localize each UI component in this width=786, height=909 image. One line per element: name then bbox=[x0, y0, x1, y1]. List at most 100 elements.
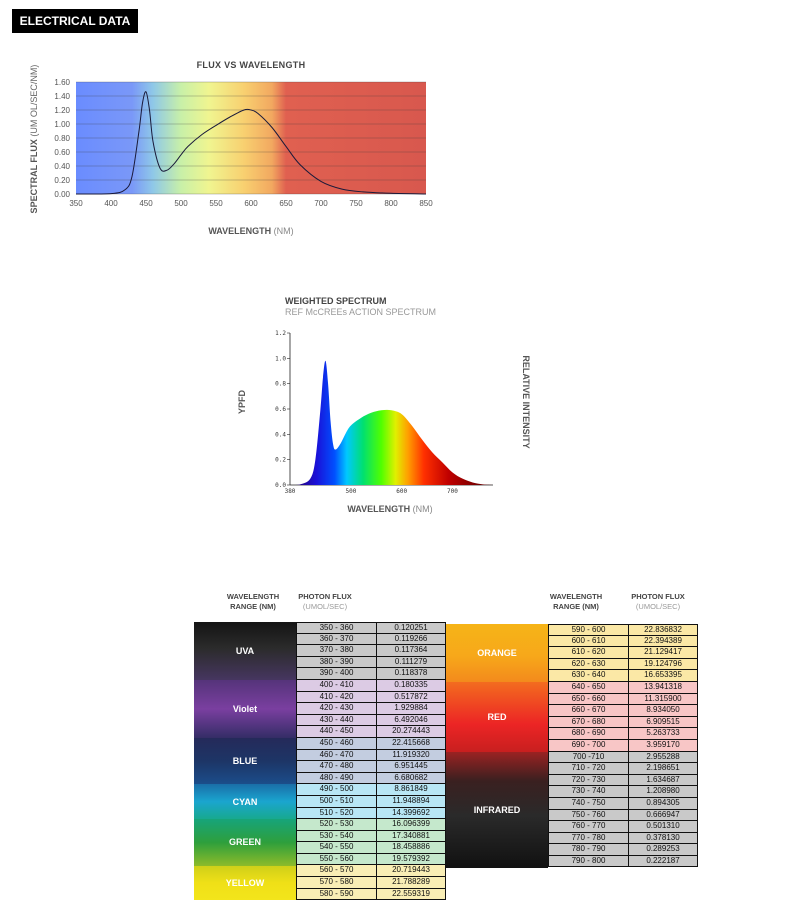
wavelength-range-cell: 550 - 560 bbox=[296, 853, 377, 866]
wavelength-range-cell: 390 - 400 bbox=[296, 668, 377, 680]
chart2-xlabel: WAVELENGTH (NM) bbox=[290, 504, 490, 514]
table-row: 780 - 790 0.289253 bbox=[548, 844, 698, 856]
table-row: 720 - 730 1.634687 bbox=[548, 774, 698, 787]
photon-flux-cell: 21.788289 bbox=[377, 877, 446, 889]
photon-flux-cell: 1.208980 bbox=[629, 786, 698, 798]
wavelength-range-cell: 490 - 500 bbox=[296, 784, 377, 796]
chart2-series-area bbox=[290, 360, 493, 486]
photon-flux-cell: 6.909515 bbox=[629, 716, 698, 729]
wavelength-range-cell: 470 - 480 bbox=[296, 761, 377, 773]
photon-flux-cell: 22.559319 bbox=[377, 888, 446, 901]
photon-flux-cell: 0.222187 bbox=[629, 855, 698, 868]
chart1-y-tick-label: 0.00 bbox=[54, 190, 70, 199]
table-row: 570 - 580 21.788289 bbox=[296, 877, 446, 889]
wavelength-range-cell: 770 - 780 bbox=[548, 832, 629, 845]
photon-flux-cell: 3.959170 bbox=[629, 739, 698, 752]
wavelength-range-cell: 610 - 620 bbox=[548, 647, 629, 659]
photon-flux-cell: 16.096399 bbox=[377, 819, 446, 831]
chart1-x-tick-label: 850 bbox=[419, 199, 433, 208]
table-row: 560 - 570 20.719443 bbox=[296, 865, 446, 878]
chart1-y-tick-label: 0.40 bbox=[54, 162, 70, 171]
table-row: 650 - 660 11.315900 bbox=[548, 693, 698, 706]
band-yellow: YELLOW bbox=[194, 865, 296, 901]
chart1-x-tick-label: 350 bbox=[69, 199, 83, 208]
chart2-subtitle: REF McCREEs ACTION SPECTRUM bbox=[285, 307, 437, 317]
chart1-y-tick-label: 1.40 bbox=[54, 92, 70, 101]
chart2-y-tick-label: 0.4 bbox=[275, 431, 286, 438]
left-flux-header-title: PHOTON FLUX bbox=[298, 592, 352, 601]
table-row: 630 - 640 16.653395 bbox=[548, 670, 698, 682]
chart2-x-tick-label: 500 bbox=[345, 488, 356, 495]
table-row: 590 - 600 22.836832 bbox=[548, 624, 698, 636]
photon-flux-cell: 11.315900 bbox=[629, 693, 698, 706]
photon-flux-cell: 5.263733 bbox=[629, 728, 698, 740]
right-flux-header-title: PHOTON FLUX bbox=[631, 592, 685, 601]
photon-flux-cell: 21.129417 bbox=[629, 647, 698, 659]
photon-flux-cell: 0.117364 bbox=[377, 645, 446, 657]
table-row: 740 - 750 0.894305 bbox=[548, 797, 698, 810]
chart1-x-tick-label: 750 bbox=[349, 199, 363, 208]
table-row: 480 - 490 6.680682 bbox=[296, 772, 446, 785]
table-row: 440 - 450 20.274443 bbox=[296, 726, 446, 738]
photon-flux-cell: 11.948894 bbox=[377, 795, 446, 808]
photon-flux-cell: 8.861849 bbox=[377, 784, 446, 796]
photon-flux-cell: 0.378130 bbox=[629, 832, 698, 845]
wavelength-range-cell: 400 - 410 bbox=[296, 679, 377, 692]
photon-flux-cell: 6.951445 bbox=[377, 761, 446, 773]
table-row: 350 - 360 0.120251 bbox=[296, 622, 446, 634]
table-rows: 590 - 600 22.836832 600 - 610 22.394389 610 … bbox=[548, 624, 698, 868]
photon-flux-cell: 11.919320 bbox=[377, 749, 446, 762]
photon-flux-cell: 22.836832 bbox=[629, 624, 698, 636]
table-row: 460 - 470 11.919320 bbox=[296, 749, 446, 762]
photon-flux-cell: 2.198651 bbox=[629, 763, 698, 775]
band-orange: ORANGE bbox=[446, 624, 548, 682]
table-row: 410 - 420 0.517872 bbox=[296, 691, 446, 704]
table-row: 620 - 630 19.124796 bbox=[548, 658, 698, 671]
chart1-y-tick-label: 0.60 bbox=[54, 148, 70, 157]
chart1-x-tick-label: 600 bbox=[244, 199, 258, 208]
table-row: 690 - 700 3.959170 bbox=[548, 739, 698, 752]
photon-flux-cell: 6.680682 bbox=[377, 772, 446, 785]
table-row: 450 - 460 22.415668 bbox=[296, 737, 446, 750]
wavelength-range-cell: 440 - 450 bbox=[296, 726, 377, 738]
table-row: 750 - 760 0.666947 bbox=[548, 809, 698, 822]
table-row: 380 - 390 0.111279 bbox=[296, 656, 446, 669]
table-row: 500 - 510 11.948894 bbox=[296, 795, 446, 808]
photon-flux-cell: 8.934050 bbox=[629, 705, 698, 717]
chart2-y-tick-label: 1.0 bbox=[275, 355, 286, 362]
wavelength-range-cell: 720 - 730 bbox=[548, 774, 629, 787]
chart1-x-tick-label: 700 bbox=[314, 199, 328, 208]
photon-flux-cell: 0.111279 bbox=[377, 656, 446, 669]
table-row: 790 - 800 0.222187 bbox=[548, 855, 698, 868]
right-range-header-unit: RANGE (NM) bbox=[553, 602, 599, 611]
table-row: 370 - 380 0.117364 bbox=[296, 645, 446, 657]
wavelength-range-cell: 580 - 590 bbox=[296, 888, 377, 901]
table-row: 660 - 670 8.934050 bbox=[548, 705, 698, 717]
table-row: 600 - 610 22.394389 bbox=[548, 635, 698, 648]
table-row: 430 - 440 6.492046 bbox=[296, 714, 446, 727]
wavelength-range-cell: 540 - 550 bbox=[296, 842, 377, 854]
chart1-xlabel-unit: (NM) bbox=[273, 226, 294, 236]
wavelength-range-cell: 710 - 720 bbox=[548, 763, 629, 775]
chart2-y-tick-label: 0.8 bbox=[275, 381, 286, 388]
chart2-y-tick-label: 0.2 bbox=[275, 457, 286, 464]
photon-flux-cell: 0.501310 bbox=[629, 821, 698, 833]
wavelength-range-cell: 700 -710 bbox=[548, 751, 629, 764]
table-row: 420 - 430 1.929884 bbox=[296, 703, 446, 715]
photon-flux-cell: 0.118378 bbox=[377, 668, 446, 680]
chart2-x-tick-label: 700 bbox=[447, 488, 458, 495]
table-row: 730 - 740 1.208980 bbox=[548, 786, 698, 798]
chart1-y-tick-label: 0.20 bbox=[54, 176, 70, 185]
weighted-spectrum-chart: 0.0 0.2 0.4 0.6 0.8 1.0 1.2 380 500 600 700 bbox=[275, 330, 493, 495]
photon-flux-cell: 20.274443 bbox=[377, 726, 446, 738]
wavelength-range-cell: 600 - 610 bbox=[548, 635, 629, 648]
table-row: 580 - 590 22.559319 bbox=[296, 888, 446, 901]
wavelength-range-cell: 420 - 430 bbox=[296, 703, 377, 715]
photon-flux-cell: 0.517872 bbox=[377, 691, 446, 704]
photon-flux-cell: 0.119266 bbox=[377, 633, 446, 646]
wavelength-range-cell: 670 - 680 bbox=[548, 716, 629, 729]
chart1-x-tick-label: 650 bbox=[279, 199, 293, 208]
photon-flux-cell: 0.666947 bbox=[629, 809, 698, 822]
chart1-series-line bbox=[75, 91, 427, 195]
section-header: ELECTRICAL DATA bbox=[12, 9, 138, 33]
